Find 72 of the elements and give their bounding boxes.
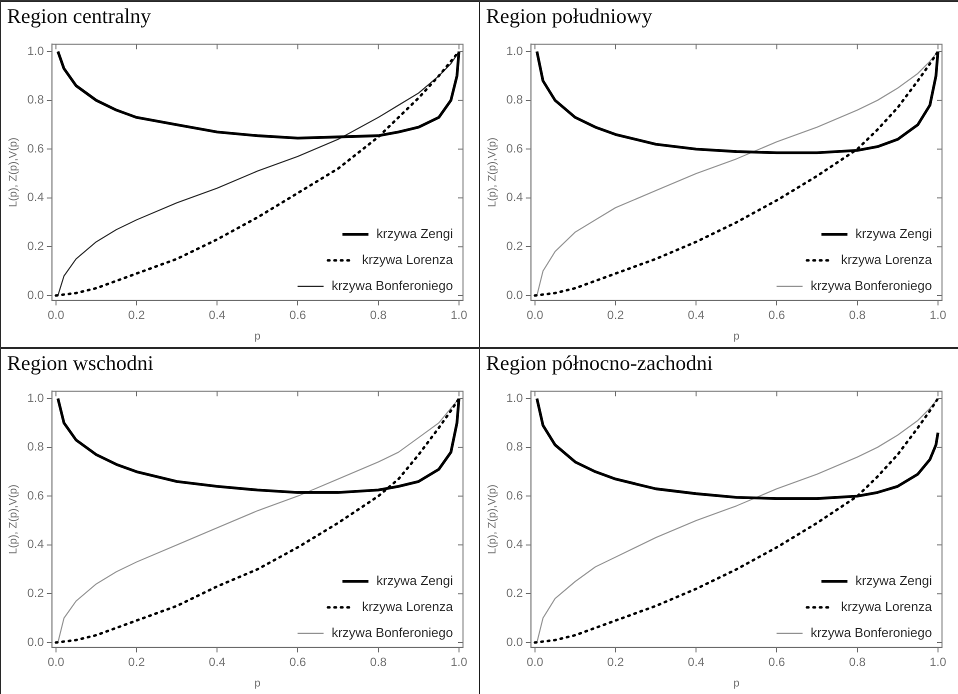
y-tick-label: 0.8 (27, 440, 44, 454)
y-tick-label: 0.0 (27, 288, 44, 302)
y-tick-label: 0.0 (506, 634, 524, 649)
chart-title: Region wschodni (6, 350, 154, 377)
x-tick-label: 0.0 (526, 308, 544, 322)
legend-label: krzywa Lorenza (840, 598, 933, 614)
x-tick-label: 1.0 (450, 654, 468, 669)
x-axis-title: p (254, 677, 261, 690)
legend-label: krzywa Lorenza (362, 252, 454, 267)
chart-title: Region centralny (6, 3, 152, 30)
x-tick-label: 0.6 (768, 654, 786, 669)
legend-label: krzywa Bonferoniego (332, 624, 454, 640)
y-tick-label: 0.6 (27, 488, 44, 502)
x-axis-title: p (733, 330, 740, 342)
legend-label: krzywa Bonferoniego (810, 624, 932, 640)
y-tick-label: 0.8 (506, 440, 524, 454)
y-tick-label: 0.2 (27, 586, 44, 600)
x-tick-label: 0.4 (688, 654, 705, 669)
x-tick-label: 0.8 (849, 654, 866, 669)
x-tick-label: 0.2 (607, 308, 624, 322)
legend-label: krzywa Zengi (855, 226, 932, 241)
y-tick-label: 0.4 (27, 190, 44, 204)
x-tick-label: 0.0 (48, 308, 65, 322)
y-tick-label: 0.8 (506, 92, 524, 107)
x-tick-label: 1.0 (450, 308, 468, 322)
legend-label: krzywa Zengi (855, 572, 932, 588)
x-tick-label: 0.4 (688, 308, 705, 322)
x-tick-label: 0.2 (607, 654, 624, 669)
y-axis-title: L(p), Z(p),V(p) (486, 484, 499, 554)
y-axis-title: L(p), Z(p),V(p) (486, 137, 499, 208)
y-tick-label: 1.0 (506, 44, 524, 58)
x-tick-label: 0.0 (48, 654, 65, 669)
legend-label: krzywa Lorenza (840, 252, 933, 267)
y-tick-label: 0.6 (27, 141, 44, 156)
x-tick-label: 0.8 (370, 308, 388, 322)
x-axis-title: p (254, 330, 261, 342)
y-tick-label: 1.0 (506, 390, 524, 405)
x-tick-label: 0.4 (208, 654, 226, 669)
y-tick-label: 0.6 (506, 141, 524, 156)
chart-title: Region południowy (485, 3, 654, 30)
legend-label: krzywa Bonferoniego (332, 278, 454, 293)
x-tick-label: 0.6 (289, 308, 306, 322)
y-tick-label: 0.4 (506, 190, 524, 204)
x-tick-label: 0.6 (768, 308, 786, 322)
x-tick-label: 0.8 (370, 654, 388, 669)
y-tick-label: 0.2 (27, 239, 44, 254)
x-axis-title: p (733, 677, 740, 690)
legend-label: krzywa Bonferoniego (810, 278, 932, 293)
legend-label: krzywa Lorenza (362, 598, 454, 614)
y-tick-label: 0.0 (506, 288, 524, 302)
x-tick-label: 1.0 (930, 308, 947, 322)
legend-label: krzywa Zengi (376, 572, 454, 588)
y-tick-label: 0.8 (27, 92, 44, 107)
x-tick-label: 0.4 (208, 308, 226, 322)
y-tick-label: 0.4 (27, 537, 44, 552)
y-tick-label: 0.2 (506, 586, 524, 600)
y-axis-title: L(p), Z(p),V(p) (8, 137, 20, 208)
x-tick-label: 0.6 (289, 654, 306, 669)
y-tick-label: 0.4 (506, 537, 524, 552)
legend-label: krzywa Zengi (376, 226, 454, 241)
x-tick-label: 0.0 (526, 654, 544, 669)
x-tick-label: 0.2 (128, 654, 146, 669)
y-tick-label: 0.2 (506, 239, 524, 254)
y-tick-label: 0.0 (27, 634, 44, 649)
y-axis-title: L(p), Z(p),V(p) (8, 484, 20, 554)
x-tick-label: 1.0 (930, 654, 947, 669)
x-tick-label: 0.2 (128, 308, 146, 322)
x-tick-label: 0.8 (849, 308, 866, 322)
y-tick-label: 0.6 (506, 488, 524, 502)
chart-title: Region północno-zachodni (485, 350, 714, 377)
y-tick-label: 1.0 (27, 390, 44, 405)
y-tick-label: 1.0 (27, 44, 44, 58)
